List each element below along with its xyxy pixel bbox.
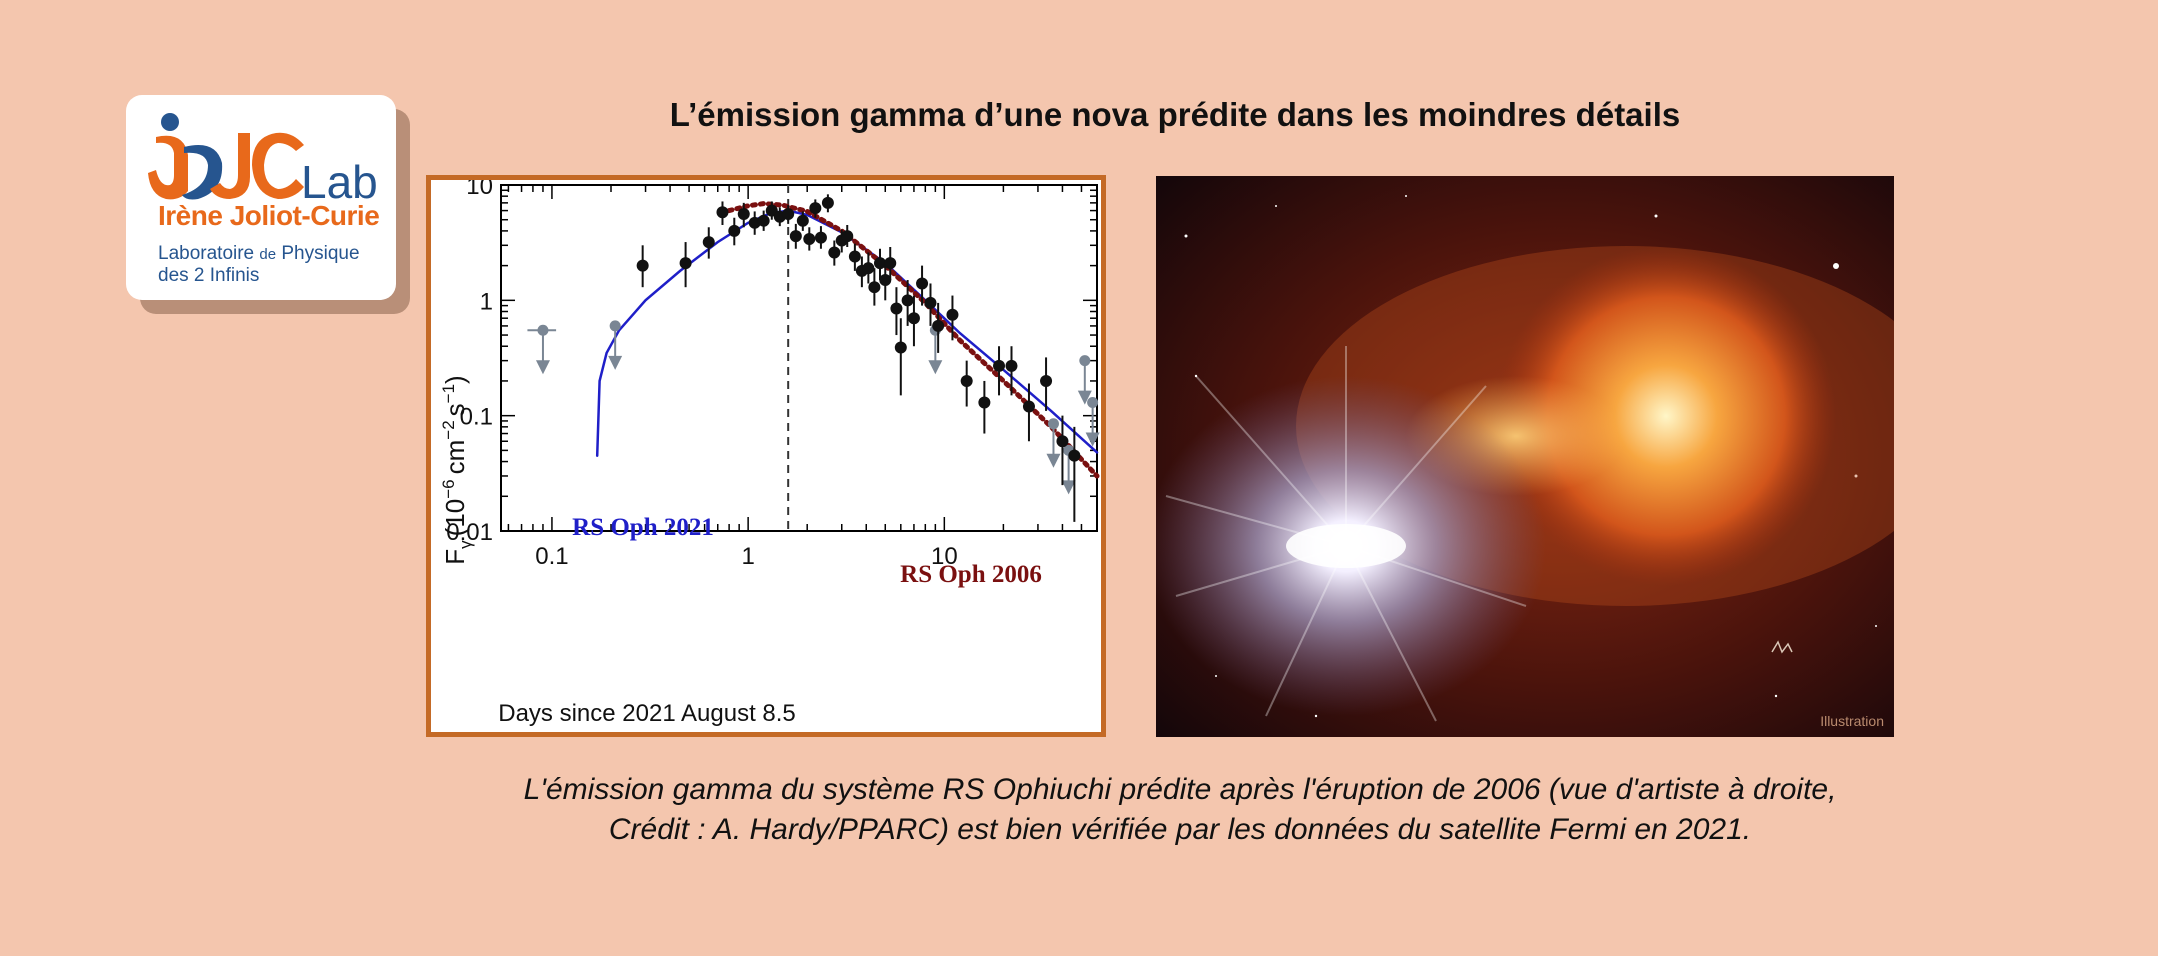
upper-limit-point [1079,355,1091,367]
data-point [789,230,802,243]
ijclab-logo: Lab Irène Joliot-Curie Laboratoire de Ph… [126,95,396,300]
data-point [702,236,715,249]
logo-word-de: de [259,246,277,263]
logo-lab-line2: des 2 Infinis [158,265,260,286]
data-point [748,216,761,229]
logo-mark-icon [148,113,304,200]
y-tick-label: 1 [480,288,493,315]
data-point [679,257,692,270]
data-point [1022,400,1035,413]
logo-word-physique: Physique [281,243,360,264]
data-point [1056,435,1069,448]
data-point [728,224,741,237]
x-axis-label: Days since 2021 August 8.5 [498,700,796,727]
chart-detections [636,194,1081,522]
data-point [841,230,854,243]
illustration-label: Illustration [1820,713,1884,729]
caption-line-2: Crédit : A. Hardy/PPARC) est bien vérifi… [608,813,1752,846]
data-point [814,231,827,244]
data-point [894,341,907,354]
upper-limit-arrow [608,355,623,370]
upper-limit-point [537,324,549,336]
data-point [862,262,875,275]
upper-limit-arrow [1046,453,1061,468]
data-point [960,374,973,387]
upper-limit-arrow [1085,432,1100,447]
x-tick-label: 0.1 [535,543,568,570]
data-point [1068,449,1081,462]
logo-word-laboratoire: Laboratoire [158,243,255,264]
data-point [737,208,750,221]
data-point [907,312,920,325]
data-point [757,214,770,227]
logo-lab-word: Lab [301,156,378,208]
caption-line-1: L'émission gamma du système RS Ophiuchi … [523,773,1837,806]
model-line-2021 [595,209,1099,457]
x-tick-label: 1 [741,543,754,570]
nova-illustration: Illustration [1156,176,1894,737]
logo-lab-line1: Laboratoire de Physique [158,243,360,265]
annotation-rs-oph-2006: RS Oph 2006 [900,561,1042,588]
page-title: L’émission gamma d’une nova prédite dans… [669,96,1681,133]
annotation-rs-oph-2021: RS Oph 2021 [572,514,714,541]
data-point [884,257,897,270]
chart-axes: 0.1 1 10 0.01 0.1 1 10 [446,180,1098,570]
data-point [978,396,991,409]
data-point [636,259,649,272]
upper-limit-arrow [535,360,550,375]
data-point [809,202,822,215]
upper-limit-point [609,320,621,332]
nova-artwork-icon [1156,176,1894,737]
y-tick-label: 0.1 [460,404,493,431]
upper-limit-point [1087,397,1099,409]
chart-upper-limits [527,320,1100,495]
y-label-mid2: s [440,403,470,416]
data-point [796,214,809,227]
data-point [873,257,886,270]
figure-caption: L'émission gamma du système RS Ophiuchi … [380,770,1980,850]
logo-institute-name: Irène Joliot-Curie [158,200,380,231]
y-label-sub: γ [456,540,475,549]
data-point [828,246,841,259]
data-point [848,250,861,263]
data-point [782,208,795,221]
y-axis-label: Fγ (10−6 cm−2 s−1) [439,375,475,564]
upper-limit-arrow [1077,390,1092,405]
data-point [1005,359,1018,372]
chart-labels: Days since 2021 August 8.5 Fγ (10−6 cm−2 s−… [439,375,1042,727]
plot-box [500,184,1098,532]
upper-limit-arrow [928,360,943,375]
data-point [901,294,914,307]
data-point [803,233,816,246]
y-label-mid: cm [440,440,470,475]
y-label-exp1: −6 [439,479,458,498]
y-tick-label: 10 [466,180,493,200]
y-label-rest: (10 [440,499,470,537]
y-label-main: F [440,549,470,565]
gamma-flux-chart: 0.1 1 10 0.01 0.1 1 10 Days since 2021 August … [439,180,1100,727]
data-point [879,274,892,287]
y-label-end: ) [440,375,470,384]
data-point [1040,374,1053,387]
data-point [924,296,937,309]
data-point [821,196,834,209]
y-label-exp3: −1 [439,384,458,403]
data-point [932,319,945,332]
data-point [916,277,929,290]
y-tick-label: 0.01 [446,519,493,546]
data-point [716,206,729,219]
chart-frame: 0.1 1 10 0.01 0.1 1 10 Days since 2021 August … [426,175,1106,737]
data-point [890,302,903,315]
data-point [993,359,1006,372]
y-label-exp2: −2 [439,420,458,439]
x-tick-label: 10 [931,543,958,570]
upper-limit-point [1047,418,1059,430]
upper-limit-arrow [1061,480,1076,495]
data-point [946,308,959,321]
data-point [868,281,881,294]
